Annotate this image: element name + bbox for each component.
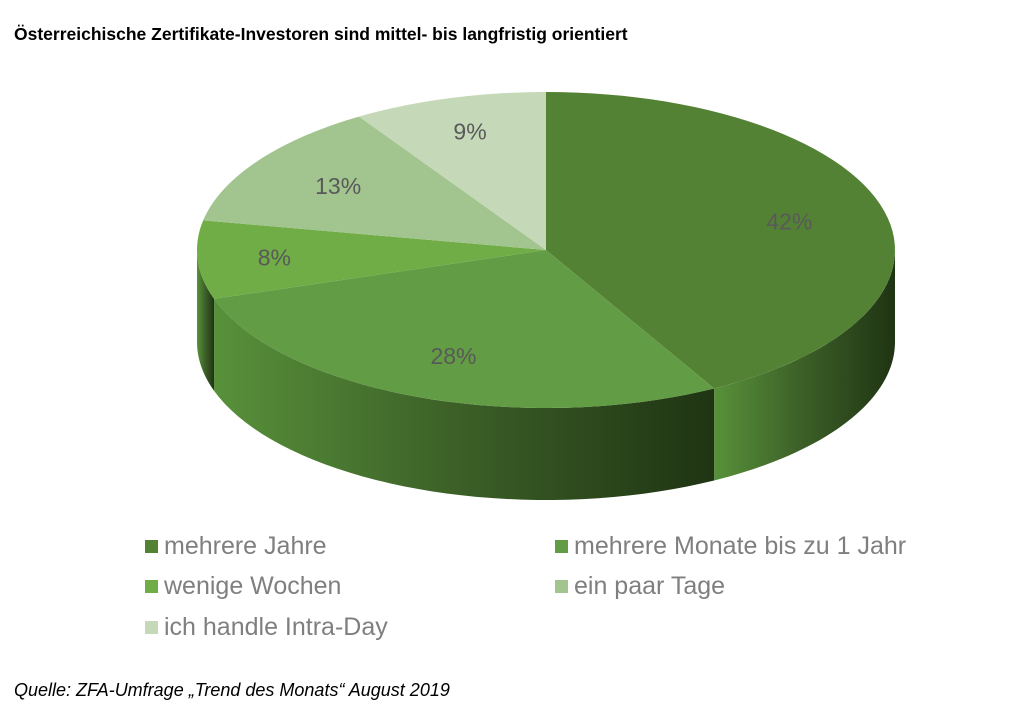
legend-label: mehrere Jahre [164, 532, 327, 560]
pie-slice-3 [197, 220, 547, 299]
pie-slice-4 [203, 116, 546, 250]
pie-slice-side [214, 298, 715, 500]
data-label: 42% [766, 209, 812, 235]
source-note: Quelle: ZFA-Umfrage „Trend des Monats“ A… [14, 680, 450, 700]
legend-swatch [145, 580, 158, 593]
legend-item-intra-day: ich handle Intra-Day [145, 613, 388, 642]
legend-swatch [145, 621, 158, 634]
pie-slice-side [197, 250, 215, 391]
pie-slice-1 [546, 92, 895, 389]
legend-item-ein-paar-tage: ein paar Tage [555, 572, 725, 601]
pie-slice-2 [214, 250, 715, 408]
legend-item-mehrere-jahre: mehrere Jahre [145, 532, 327, 561]
chart-title: Österreichische Zertifikate-Investoren s… [14, 24, 628, 44]
legend-swatch [555, 540, 568, 553]
legend-label: ein paar Tage [574, 572, 726, 600]
data-label: 9% [453, 119, 486, 145]
data-label: 8% [258, 245, 291, 271]
pie-slice-side [714, 250, 895, 481]
legend-label: ich handle Intra-Day [164, 613, 388, 641]
legend-label: wenige Wochen [164, 572, 342, 600]
legend-label: mehrere Monate bis zu 1 Jahr [574, 532, 907, 560]
data-label: 28% [430, 343, 476, 369]
pie-slice-5 [358, 92, 546, 250]
data-label: 13% [315, 173, 361, 199]
legend-item-mehrere-monate: mehrere Monate bis zu 1 Jahr [555, 532, 906, 561]
legend-item-wenige-wochen: wenige Wochen [145, 572, 341, 601]
legend-swatch [145, 540, 158, 553]
legend-swatch [555, 580, 568, 593]
